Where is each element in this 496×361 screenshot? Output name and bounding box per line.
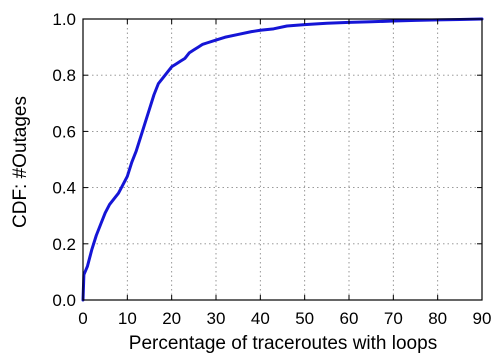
x-tick-label: 10: [118, 309, 137, 328]
x-tick-label: 30: [207, 309, 226, 328]
y-tick-label: 0.6: [52, 122, 76, 141]
y-tick-label: 0.4: [52, 179, 76, 198]
x-tick-labels: 0 10 20 30 40 50 60 70 80 90: [78, 309, 491, 328]
grid-lines: [83, 19, 482, 300]
x-tick-label: 80: [428, 309, 447, 328]
plot-series: [81, 17, 484, 302]
x-tick-label: 40: [251, 309, 270, 328]
x-tick-label: 70: [384, 309, 403, 328]
x-tick-label: 20: [162, 309, 181, 328]
y-tick-label: 1.0: [52, 10, 76, 29]
cdf-series-line: [81, 17, 484, 302]
x-tick-label: 60: [340, 309, 359, 328]
plot-frame: [82, 18, 483, 301]
axis-ticks: [82, 18, 483, 301]
y-axis-label: CDF: #Outages: [10, 96, 31, 228]
x-tick-label: 90: [473, 309, 492, 328]
x-tick-label: 50: [295, 309, 314, 328]
y-tick-label: 0.2: [52, 235, 76, 254]
x-axis-label: Percentage of traceroutes with loops: [129, 333, 437, 354]
y-tick-label: 0.0: [52, 291, 76, 310]
x-tick-label: 0: [78, 309, 87, 328]
y-tick-labels: 0.0 0.2 0.4 0.6 0.8 1.0: [52, 10, 76, 310]
y-tick-label: 0.8: [52, 66, 76, 85]
